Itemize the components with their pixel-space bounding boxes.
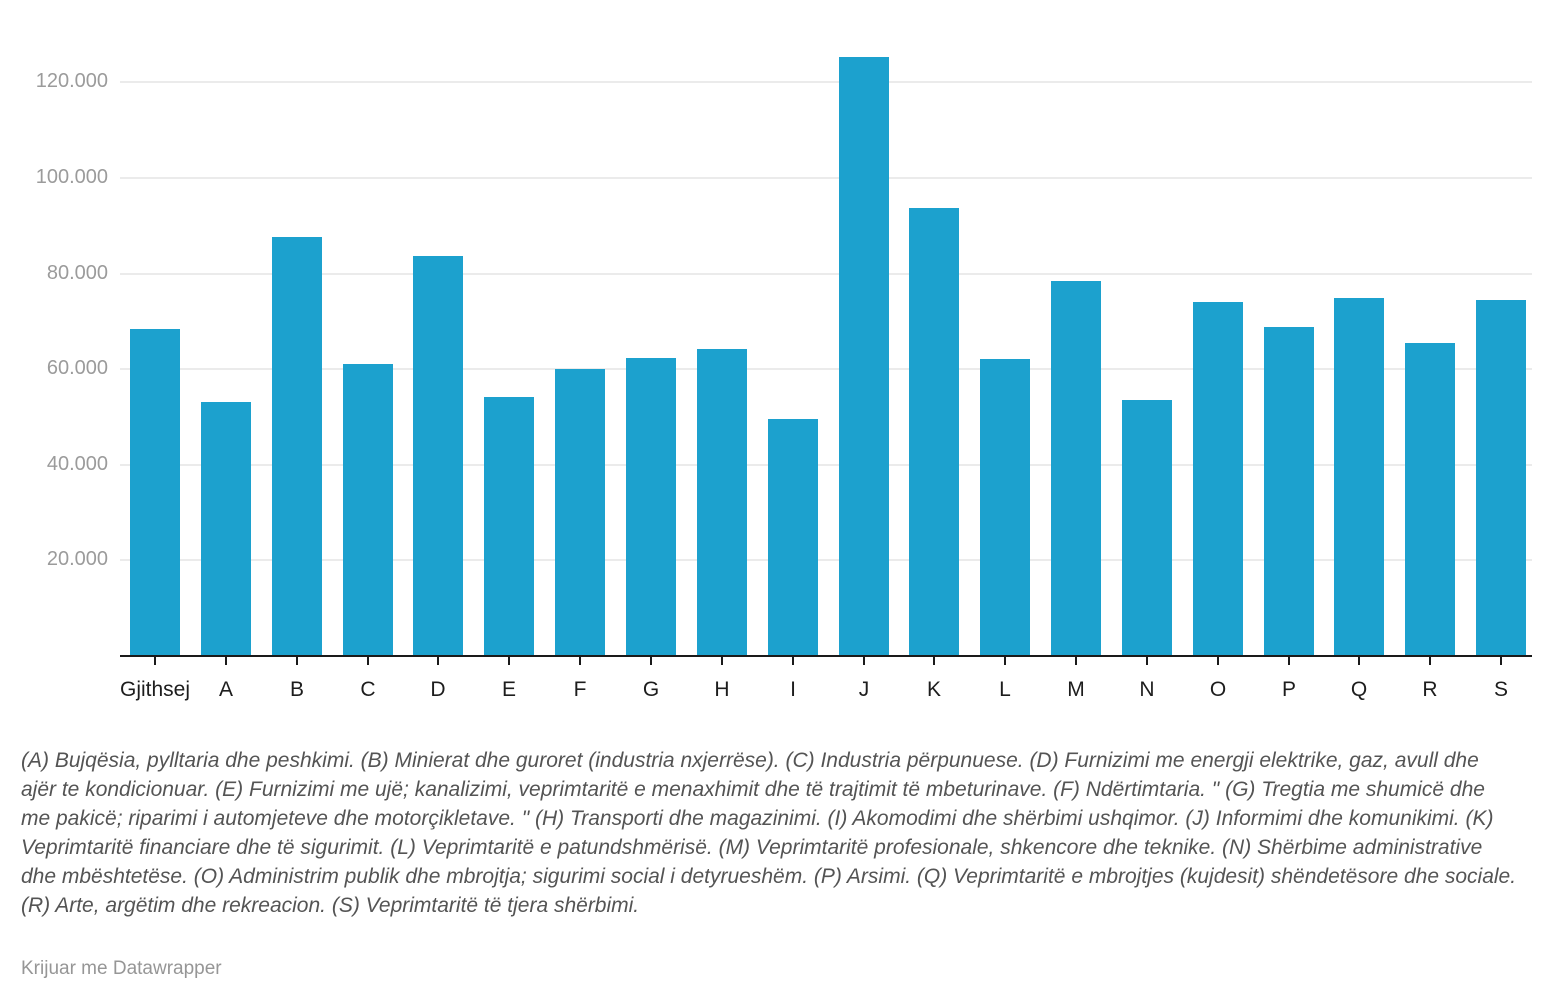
- bar-e[interactable]: [484, 397, 534, 656]
- x-axis-label-r: R: [1422, 678, 1438, 701]
- bar-k[interactable]: [909, 208, 959, 656]
- x-axis-tick: [1288, 657, 1290, 665]
- x-axis-label-h: H: [714, 678, 730, 701]
- bar-gjithsej[interactable]: [130, 329, 180, 656]
- bar-i[interactable]: [768, 419, 818, 656]
- gridline: [120, 368, 1532, 370]
- gridline: [120, 559, 1532, 561]
- bar-f[interactable]: [555, 369, 605, 656]
- x-axis-tick: [650, 657, 652, 665]
- bar-b[interactable]: [272, 237, 322, 656]
- x-axis-label-j: J: [858, 678, 870, 701]
- y-axis-label: 100.000: [35, 166, 108, 188]
- bar-n[interactable]: [1122, 400, 1172, 656]
- x-axis-label-i: I: [790, 678, 796, 701]
- x-axis-tick: [1075, 657, 1077, 665]
- bar-r[interactable]: [1405, 343, 1455, 656]
- bar-d[interactable]: [413, 256, 463, 656]
- x-axis-label-s: S: [1493, 678, 1509, 701]
- x-axis-tick: [933, 657, 935, 665]
- x-axis-label-d: D: [430, 678, 446, 701]
- x-axis-label-q: Q: [1350, 678, 1368, 701]
- x-axis-tick: [437, 657, 439, 665]
- x-axis-label-k: K: [926, 678, 942, 701]
- x-axis-label-p: P: [1281, 678, 1297, 701]
- y-axis-label: 120.000: [35, 70, 108, 92]
- bar-p[interactable]: [1264, 327, 1314, 656]
- x-axis-label-o: O: [1209, 678, 1227, 701]
- x-axis-label-a: A: [218, 678, 234, 701]
- y-axis-label: 20.000: [46, 548, 108, 570]
- gridline: [120, 177, 1532, 179]
- x-axis-tick: [1004, 657, 1006, 665]
- x-axis-tick: [1500, 657, 1502, 665]
- bar-m[interactable]: [1051, 281, 1101, 656]
- bar-c[interactable]: [343, 364, 393, 656]
- bar-s[interactable]: [1476, 300, 1526, 656]
- x-axis-tick: [1217, 657, 1219, 665]
- x-axis-label-gjithsej: Gjithsej: [119, 678, 191, 701]
- gridline: [120, 273, 1532, 275]
- y-axis-label: 60.000: [46, 357, 108, 379]
- x-axis-tick: [225, 657, 227, 665]
- bar-j[interactable]: [839, 57, 889, 656]
- x-axis-tick: [863, 657, 865, 665]
- gridline: [120, 464, 1532, 466]
- x-axis-label-g: G: [642, 678, 660, 701]
- x-axis-label-l: L: [999, 678, 1011, 701]
- bar-chart-plot: 20.000 40.000 60.000 80.000 100.000 120.000 Gj…: [35, 57, 1532, 701]
- x-axis-label-n: N: [1139, 678, 1155, 701]
- bar-q[interactable]: [1334, 298, 1384, 656]
- x-axis-label-f: F: [573, 678, 587, 701]
- x-axis-label-b: B: [289, 678, 305, 701]
- datawrapper-credit: Krijuar me Datawrapper: [21, 958, 222, 979]
- y-axis-label: 40.000: [46, 453, 108, 475]
- x-axis-tick: [721, 657, 723, 665]
- x-axis-tick: [1429, 657, 1431, 665]
- gridline: [120, 81, 1532, 83]
- footnote: (A) Bujqësia, pylltaria dhe peshkimi. (B…: [21, 749, 1517, 917]
- x-axis-label-e: E: [501, 678, 517, 701]
- bar-h[interactable]: [697, 349, 747, 656]
- x-axis-tick: [367, 657, 369, 665]
- bar-a[interactable]: [201, 402, 251, 656]
- x-axis-label-c: C: [360, 678, 376, 701]
- bar-g[interactable]: [626, 358, 676, 656]
- bar-l[interactable]: [980, 359, 1030, 656]
- x-axis-tick: [1146, 657, 1148, 665]
- x-axis-label-m: M: [1067, 678, 1085, 701]
- bar-o[interactable]: [1193, 302, 1243, 656]
- y-axis-label: 80.000: [46, 262, 108, 284]
- x-axis-tick: [508, 657, 510, 665]
- x-axis-tick: [1358, 657, 1360, 665]
- x-axis-tick: [296, 657, 298, 665]
- x-axis-line: [120, 655, 1532, 657]
- x-axis-tick: [154, 657, 156, 665]
- x-axis-tick: [792, 657, 794, 665]
- x-axis-tick: [579, 657, 581, 665]
